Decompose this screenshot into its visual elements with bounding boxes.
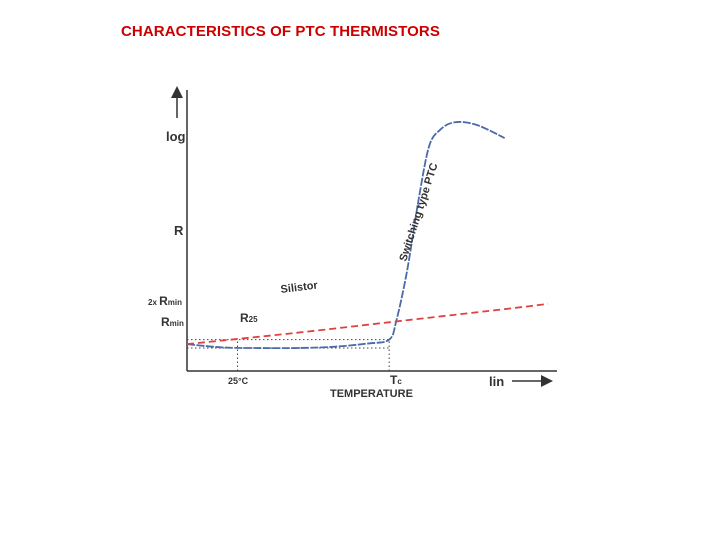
x-axis-label: TEMPERATURE [330,388,413,400]
y-tick-rmin: Rmin [161,315,184,329]
x-tick-25c: 25°C [228,376,249,386]
r25-annotation: R25 [240,311,258,325]
y-tick-2x-rmin: 2x Rmin [148,294,182,308]
slide-title: CHARACTERISTICS OF PTC THERMISTORS [121,23,440,40]
series-label-switching-ptc: Switching type PTC [397,162,440,263]
x-tick-tc: Tc [390,373,402,387]
x-scale-label: lin [489,374,504,389]
series-label-silistor: Silistor [280,279,319,296]
series-layer [186,121,549,350]
y-axis-label: R [174,223,184,238]
series-line-silistor [186,302,549,346]
y-scale-label: log [166,129,186,144]
series-line-switching-type-ptc [186,121,506,350]
